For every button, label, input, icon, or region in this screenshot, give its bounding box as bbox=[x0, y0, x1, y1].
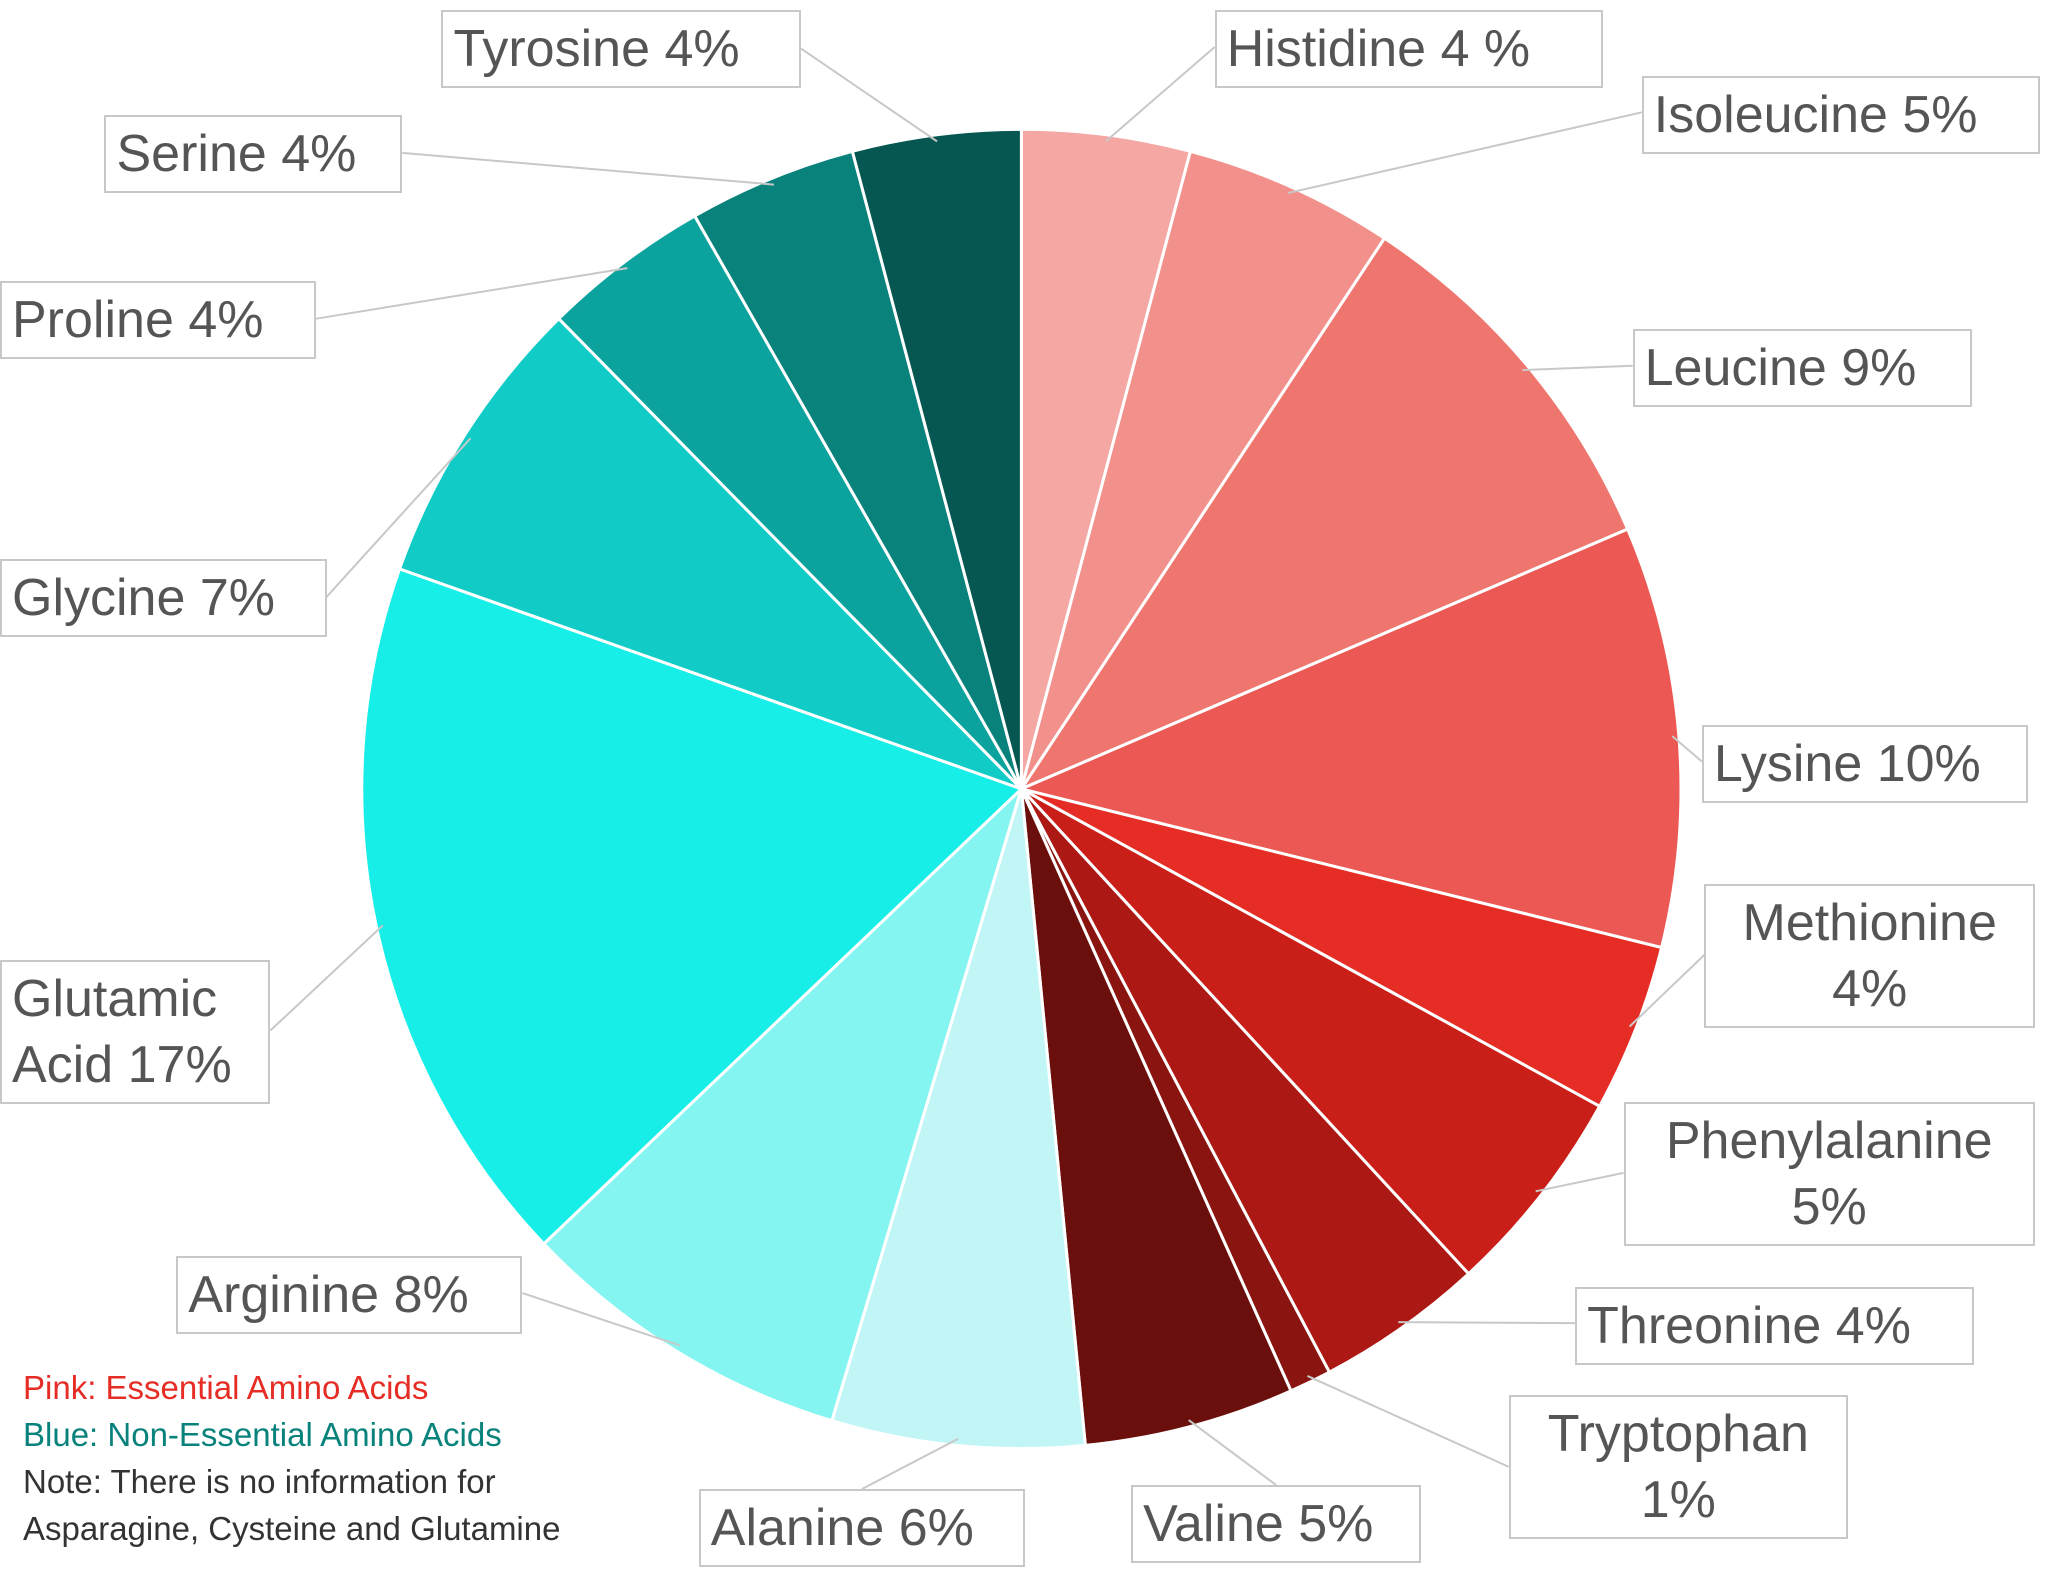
leader-line bbox=[1628, 954, 1706, 1028]
label-value: 6% bbox=[898, 1498, 974, 1557]
label-value: 5% bbox=[1298, 1495, 1374, 1554]
slice-label: Tyrosine 4% bbox=[441, 10, 801, 89]
leader-line bbox=[1307, 1374, 1509, 1468]
label-value: 4% bbox=[1832, 960, 1908, 1019]
label-value: 4 % bbox=[1440, 20, 1531, 79]
slice-label: Glycine 7% bbox=[0, 559, 327, 638]
pie-slice bbox=[1019, 149, 1387, 790]
slice-label: Histidine 4 % bbox=[1214, 10, 1603, 89]
slice-label: Isoleucine 5% bbox=[1641, 75, 2041, 154]
legend-note: Pink: Essential Amino Acids bbox=[23, 1369, 429, 1406]
label-value: 4% bbox=[188, 290, 264, 349]
label-value: 8% bbox=[393, 1266, 469, 1325]
label-name: Lysine bbox=[1713, 734, 1863, 793]
slice-label: Phenylalanine 5% bbox=[1623, 1102, 2035, 1247]
leader-line bbox=[1398, 1321, 1576, 1325]
slice-label: Tryptophan 1% bbox=[1508, 1394, 1849, 1539]
slice-label: Leucine 9% bbox=[1632, 329, 1973, 408]
label-name: Glycine bbox=[12, 569, 186, 628]
legend-note: Asparagine, Cysteine and Glutamine bbox=[23, 1510, 561, 1547]
pie-slice bbox=[1019, 788, 1293, 1448]
leader-line bbox=[269, 924, 384, 1032]
leader-line bbox=[1671, 735, 1703, 763]
pie-slice bbox=[829, 788, 1088, 1450]
leader-line bbox=[1288, 111, 1643, 194]
label-name: Methionine bbox=[1742, 894, 1997, 953]
slice-label: Lysine 10% bbox=[1701, 724, 2029, 803]
label-value: 17% bbox=[127, 1036, 232, 1094]
pie-slice bbox=[541, 783, 1025, 1423]
label-value: 4% bbox=[1835, 1296, 1911, 1355]
label-name: Serine bbox=[116, 124, 267, 183]
leader-line bbox=[402, 151, 775, 186]
label-name: Tryptophan bbox=[1547, 1404, 1809, 1463]
label-value: 5% bbox=[1902, 85, 1978, 144]
slice-label: Glutamic Acid 17% bbox=[0, 960, 271, 1104]
slice-label: Methionine 4% bbox=[1704, 884, 2035, 1029]
slice-label: Valine 5% bbox=[1131, 1485, 1422, 1564]
label-name: Arginine bbox=[188, 1266, 380, 1325]
slice-label: Threonine 4% bbox=[1575, 1286, 1974, 1365]
leader-line bbox=[325, 437, 472, 598]
pie-slice bbox=[397, 316, 1023, 791]
label-value: 10% bbox=[1876, 734, 1981, 793]
leader-line bbox=[1522, 364, 1633, 372]
leader-line bbox=[1188, 1419, 1277, 1486]
pie-slice bbox=[1016, 527, 1683, 950]
label-value: 5% bbox=[1791, 1178, 1867, 1237]
label-name: Threonine bbox=[1587, 1296, 1822, 1355]
label-name: Glutamic Acid bbox=[12, 970, 218, 1094]
label-name: Histidine bbox=[1226, 20, 1427, 79]
legend-note: Note: There is no information for bbox=[23, 1463, 496, 1500]
label-name: Phenylalanine bbox=[1665, 1112, 1993, 1171]
label-name: Leucine bbox=[1644, 339, 1827, 398]
label-name: Valine bbox=[1143, 1495, 1284, 1554]
slice-label: Alanine 6% bbox=[698, 1488, 1026, 1567]
label-name: Isoleucine bbox=[1653, 85, 1888, 144]
pie-slice bbox=[850, 127, 1023, 790]
legend-note: Blue: Non-Essential Amino Acids bbox=[23, 1416, 502, 1453]
leader-line bbox=[800, 47, 938, 143]
label-value: 4% bbox=[281, 124, 357, 183]
pie-slice bbox=[360, 566, 1025, 1246]
leader-line bbox=[315, 267, 628, 320]
pie-slice bbox=[1020, 787, 1602, 1276]
label-value: 9% bbox=[1841, 339, 1917, 398]
label-name: Proline bbox=[12, 290, 174, 349]
label-name: Tyrosine bbox=[453, 20, 650, 79]
leader-line bbox=[1105, 46, 1216, 143]
leader-line bbox=[861, 1437, 959, 1490]
slice-label: Proline 4% bbox=[0, 280, 317, 359]
leader-line bbox=[1535, 1171, 1624, 1193]
leader-line bbox=[522, 1292, 681, 1347]
label-value: 4% bbox=[664, 20, 740, 79]
slice-label: Serine 4% bbox=[104, 114, 403, 193]
pie-slice bbox=[1017, 236, 1630, 793]
label-value: 7% bbox=[199, 569, 276, 628]
label-value: 1% bbox=[1640, 1470, 1716, 1529]
slice-label: Arginine 8% bbox=[176, 1256, 523, 1335]
label-name: Alanine bbox=[710, 1498, 885, 1557]
